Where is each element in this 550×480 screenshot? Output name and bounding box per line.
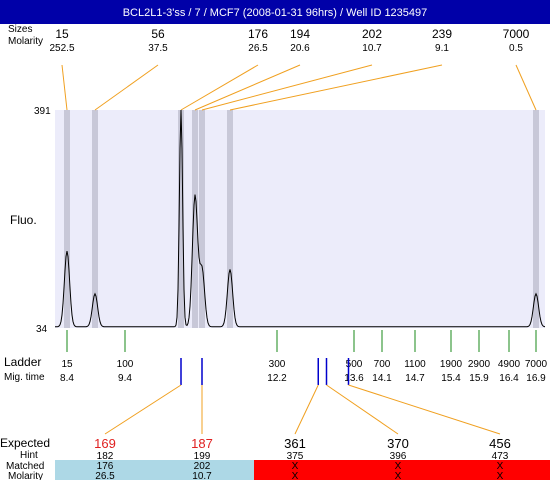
peak-band [92, 110, 98, 328]
ladder-mig-time: 9.4 [118, 373, 132, 384]
ladder-size: 1100 [404, 359, 426, 370]
peak-molarity-label: 0.5 [509, 43, 523, 54]
peak-size-label: 7000 [503, 27, 530, 41]
molarity-label: Molarity [8, 36, 43, 47]
matched-value: X [292, 461, 299, 472]
matched-molarity: X [292, 471, 299, 480]
ladder-size: 300 [269, 359, 286, 370]
peak-band [192, 110, 198, 328]
peak-band [533, 110, 539, 328]
ladder-mig-time: 15.9 [469, 373, 489, 384]
sample-markers [104, 358, 501, 435]
matched-value: 176 [97, 461, 114, 472]
matched-value: 202 [194, 461, 211, 472]
peak-band [178, 110, 184, 328]
expected-size: 456 [489, 436, 511, 451]
peak-leader [194, 64, 301, 111]
expected-size: 370 [387, 436, 409, 451]
ladder-mig-time: 12.2 [267, 373, 287, 384]
ladder-size: 2900 [468, 359, 491, 370]
peak-molarity-label: 20.6 [290, 43, 310, 54]
peak-leader [201, 64, 373, 111]
peak-molarity-label: 9.1 [435, 43, 449, 54]
peak-band [199, 110, 205, 328]
matched-molarity: X [497, 471, 504, 480]
expected-size: 187 [191, 436, 213, 451]
peak-bands [64, 110, 539, 328]
peak-leader [94, 64, 159, 111]
expected-size: 169 [94, 436, 116, 451]
plot-area [55, 110, 545, 328]
expected-size: 361 [284, 436, 306, 451]
peak-size-label: 194 [290, 27, 310, 41]
ladder-mig-time: 16.9 [526, 373, 546, 384]
molarity-bottom-label: Molarity [8, 471, 43, 480]
peak-molarity-label: 26.5 [248, 43, 268, 54]
peak-labels: 15 252.5 56 37.5 176 26.5 194 20.6 202 10.7 239 9.1… [49, 27, 529, 54]
peak-size-label: 15 [55, 27, 69, 41]
ladder-size: 700 [374, 359, 391, 370]
ladder-label: Ladder [4, 355, 41, 369]
ladder-mig-time: 16.4 [499, 373, 519, 384]
peak-leader [180, 64, 259, 111]
ladder-mig-time: 15.4 [441, 373, 461, 384]
ladder-size: 500 [346, 359, 363, 370]
hint-size: 182 [97, 451, 114, 462]
peak-molarity-label: 10.7 [362, 43, 382, 54]
fluo-axis-label: Fluo. [10, 213, 37, 227]
ladder-size: 100 [117, 359, 134, 370]
ladder-mig-time: 13.6 [344, 373, 364, 384]
peak-leaders [61, 64, 537, 111]
peak-size-label: 176 [248, 27, 268, 41]
ladder-markers: 15 8.4 100 9.4 300 12.2 500 13.6 700 14.1 1100 14.7… [60, 330, 548, 384]
sizes-label: Sizes [8, 24, 32, 35]
matched-ok-bar [55, 460, 254, 480]
peak-molarity-label: 252.5 [49, 43, 74, 54]
trace-line [55, 109, 546, 328]
expected-leader [348, 384, 501, 435]
peak-leader [229, 64, 443, 111]
hint-size: 199 [194, 451, 211, 462]
mig-time-label: Mig. time [4, 372, 45, 383]
peak-size-label: 202 [362, 27, 382, 41]
y-tick-max: 391 [34, 106, 51, 117]
expected-leader [294, 384, 319, 435]
hint-size: 473 [492, 451, 509, 462]
peak-band [227, 110, 233, 328]
window-title: BCL2L1-3'ss / 7 / MCF7 (2008-01-31 96hrs… [0, 0, 550, 24]
peak-leader [515, 64, 537, 111]
matched-molarity: 10.7 [192, 471, 212, 480]
matched-molarity: X [395, 471, 402, 480]
y-tick-min: 34 [36, 324, 48, 335]
matched-molarity: 26.5 [95, 471, 115, 480]
ladder-mig-time: 14.1 [372, 373, 392, 384]
ladder-mig-time: 14.7 [405, 373, 425, 384]
peak-molarity-label: 37.5 [148, 43, 168, 54]
matched-value: X [395, 461, 402, 472]
expected-leader [326, 384, 399, 435]
hint-size: 396 [390, 451, 407, 462]
peak-band [64, 110, 70, 328]
ladder-size: 4900 [498, 359, 521, 370]
expected-leader [104, 384, 182, 435]
ladder-size: 7000 [525, 359, 548, 370]
y-axis-ticks: 391 34 [34, 106, 51, 335]
fluorescence-trace [55, 109, 546, 328]
expected-label: Expected [0, 436, 50, 450]
matched-fail-bar [254, 460, 550, 480]
matched-label: Matched [6, 461, 44, 472]
matched-value: X [497, 461, 504, 472]
peak-size-label: 56 [151, 27, 165, 41]
hint-size: 375 [287, 451, 304, 462]
hint-label: Hint [20, 450, 38, 461]
ladder-mig-time: 8.4 [60, 373, 74, 384]
ladder-size: 15 [61, 359, 73, 370]
ladder-size: 1900 [440, 359, 463, 370]
peak-size-label: 239 [432, 27, 452, 41]
peak-leader [61, 64, 68, 111]
